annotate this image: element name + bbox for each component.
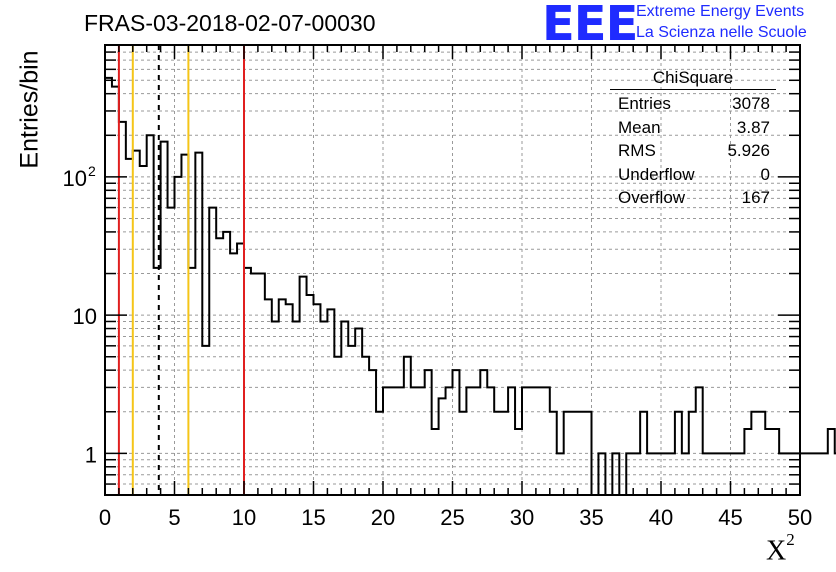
- x-tick-label: 5: [168, 505, 180, 530]
- marker-lines: [117, 45, 245, 495]
- eee-logo: EEE: [542, 0, 638, 52]
- stats-value: 3078: [732, 94, 770, 113]
- stats-row: Entries 3078: [610, 92, 776, 116]
- stats-value: 167: [741, 188, 770, 207]
- x-tick-label: 20: [371, 505, 395, 530]
- y-axis-label: Entries/bin: [15, 50, 44, 169]
- y-tick-label: 10: [63, 166, 87, 191]
- stats-label: RMS: [618, 141, 656, 160]
- x-tick-label: 15: [301, 505, 325, 530]
- x-tick-label: 10: [232, 505, 256, 530]
- stats-value: 0: [760, 164, 770, 184]
- x-tick-label: 50: [788, 505, 812, 530]
- x-tick-label: 0: [99, 505, 111, 530]
- stats-row: Overflow 167: [610, 186, 776, 210]
- chart-title: FRAS-03-2018-02-07-00030: [84, 10, 376, 36]
- stats-row: Underflow 0: [610, 163, 776, 187]
- grid-lines: [105, 45, 800, 495]
- y-tick-label: 10: [73, 304, 97, 329]
- x-axis-label: X2: [766, 530, 795, 567]
- stats-label: Entries: [618, 94, 671, 113]
- stats-title: ChiSquare: [610, 68, 776, 90]
- stats-value: 5.926: [727, 141, 770, 160]
- stats-label: Underflow: [618, 164, 695, 184]
- logo-subtitle-2: La Scienza nelle Scuole: [636, 24, 807, 41]
- x-axis-label-base: X: [766, 535, 787, 567]
- stats-value: 3.87: [736, 117, 770, 137]
- y-tick-label: 1: [85, 442, 97, 467]
- stats-row: RMS 5.926: [610, 139, 776, 163]
- axis-ticks: [104, 44, 801, 496]
- logo-subtitle-1: Extreme Energy Events: [636, 3, 805, 20]
- stats-box: ChiSquare Entries 3078 Mean 3.87 RMS 5.926 …: [610, 68, 776, 210]
- stats-row: Mean 3.87: [610, 116, 776, 140]
- stats-label: Overflow: [618, 188, 686, 207]
- x-tick-label: 30: [510, 505, 534, 530]
- x-tick-labels: 0 5 10 15 20 25 30 35 40 45 50: [99, 505, 812, 530]
- histogram-line: [104, 76, 836, 496]
- x-tick-label: 35: [579, 505, 603, 530]
- stats-label: Mean: [618, 117, 661, 137]
- x-tick-label: 25: [440, 505, 464, 530]
- x-axis-label-sup: 2: [786, 530, 795, 549]
- x-tick-label: 40: [649, 505, 673, 530]
- y-tick-exponent: 2: [88, 163, 96, 179]
- x-tick-label: 45: [718, 505, 742, 530]
